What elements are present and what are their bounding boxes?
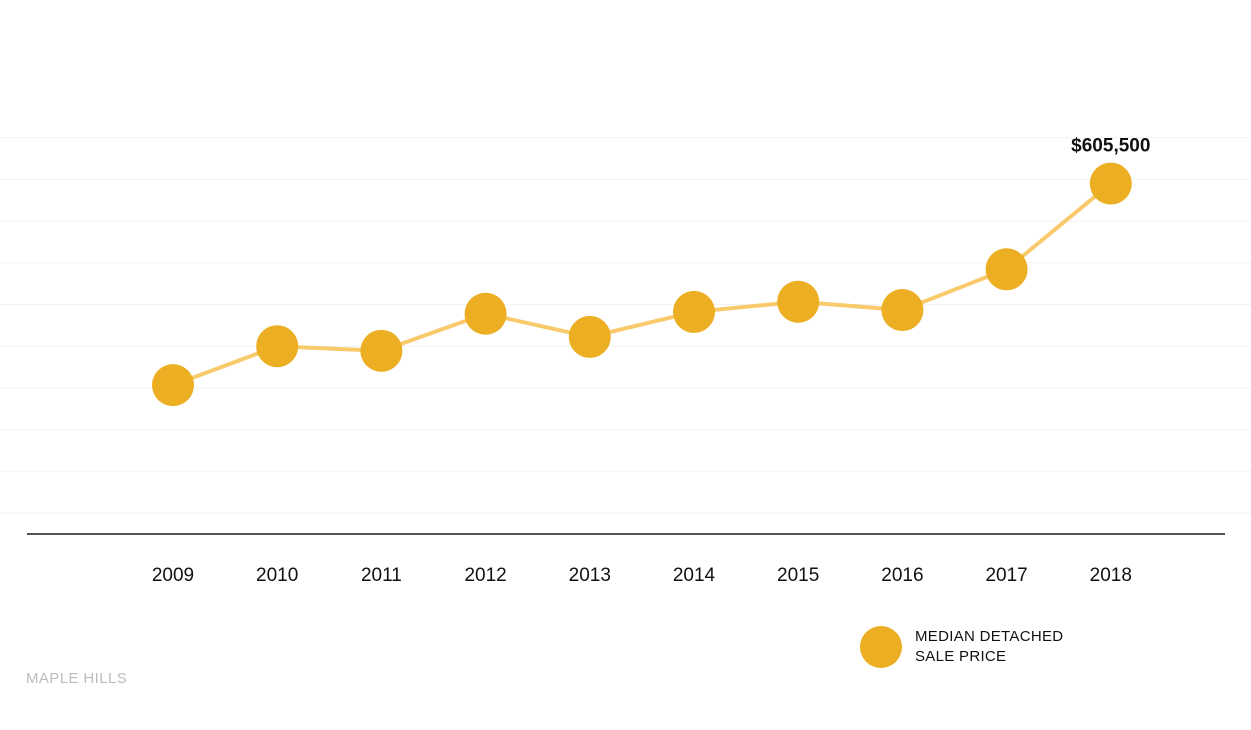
x-tick-label: 2012 bbox=[464, 565, 506, 586]
data-point-2016 bbox=[881, 289, 924, 332]
data-point-2010 bbox=[256, 325, 299, 368]
x-tick-label: 2009 bbox=[152, 565, 194, 586]
x-tick-labels: 2009 2010 2011 2012 2013 2014 2015 2016 2017 2018 bbox=[152, 565, 1132, 586]
x-tick-label: 2013 bbox=[569, 565, 611, 586]
data-point-2018 bbox=[1089, 162, 1132, 205]
data-point-2013 bbox=[568, 315, 611, 358]
series-points bbox=[152, 162, 1132, 407]
x-tick-label: 2014 bbox=[673, 565, 716, 586]
legend-label-line2: SALE PRICE bbox=[915, 648, 1007, 665]
legend-label-line1: MEDIAN DETACHED bbox=[915, 628, 1064, 645]
annotations: $605,500 bbox=[1071, 136, 1150, 157]
data-point-2011 bbox=[360, 329, 403, 372]
gridlines bbox=[0, 137, 1251, 514]
legend: MEDIAN DETACHED SALE PRICE bbox=[860, 626, 1063, 668]
data-point-2009 bbox=[152, 364, 194, 407]
series-line-group bbox=[172, 182, 1113, 387]
data-point-2017 bbox=[985, 248, 1028, 291]
data-label-2018: $605,500 bbox=[1071, 136, 1150, 157]
legend-swatch-icon bbox=[860, 626, 902, 668]
x-tick-label: 2016 bbox=[881, 565, 923, 586]
x-tick-label: 2017 bbox=[985, 565, 1027, 586]
data-point-2012 bbox=[464, 292, 507, 335]
data-point-2014 bbox=[673, 290, 715, 333]
x-tick-label: 2011 bbox=[361, 565, 402, 586]
data-point-2015 bbox=[777, 280, 820, 323]
x-tick-label: 2015 bbox=[777, 565, 819, 586]
x-tick-label: 2010 bbox=[256, 565, 298, 586]
x-tick-label: 2018 bbox=[1090, 565, 1132, 586]
brand-label: MAPLE HILLS bbox=[26, 670, 128, 687]
legend-label: MEDIAN DETACHED SALE PRICE bbox=[915, 627, 1063, 667]
series-line bbox=[172, 182, 1113, 387]
